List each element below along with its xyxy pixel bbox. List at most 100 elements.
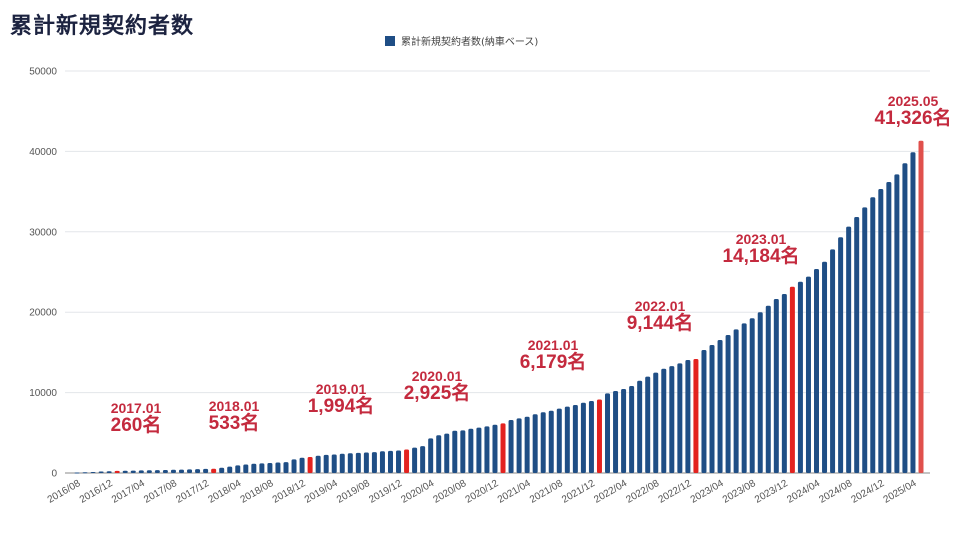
bar-2018-03 <box>227 466 233 473</box>
bar-2024-04 <box>814 269 820 473</box>
x-tick-label: 2022/08 <box>624 478 661 506</box>
annotation-2018: 2018.01 533名 <box>208 398 260 435</box>
annotation-date: 2021.01 <box>527 337 579 353</box>
annotation-value: 533名 <box>208 413 260 435</box>
bar-2022-02 <box>605 393 611 473</box>
bar-2025-01 <box>886 181 892 473</box>
y-tick-label: 10000 <box>29 388 57 399</box>
bar-2023-09 <box>757 312 763 473</box>
bar-2023-06 <box>733 329 739 473</box>
bar-2018-01 <box>211 468 217 473</box>
x-tick-label: 2017/12 <box>174 478 211 506</box>
bar-2024-06 <box>830 249 836 473</box>
annotation-2020: 2020.01 2,925名 <box>403 368 471 405</box>
annotation-value: 1,994名 <box>307 396 375 418</box>
chart-title: 累計新規契約者数 <box>10 14 195 39</box>
bar-2016-10 <box>90 471 96 473</box>
bar-2017-07 <box>162 469 168 473</box>
x-tick-label: 2023/08 <box>721 478 758 506</box>
bar-2021-11 <box>580 402 586 473</box>
bar-2023-03 <box>709 345 715 473</box>
bar-2022-08 <box>653 372 659 473</box>
annotation-2025: 2025.05 41,326名 <box>874 93 951 130</box>
bar-2022-10 <box>669 366 675 473</box>
bar-2020-02 <box>412 447 418 473</box>
annotation-value: 6,179名 <box>519 352 587 374</box>
bar-2023-01 <box>693 358 699 473</box>
x-tick-label: 2020/08 <box>432 478 469 506</box>
bar-2022-11 <box>677 363 683 473</box>
bar-2017-05 <box>146 470 152 473</box>
x-tick-label: 2022/04 <box>592 478 629 506</box>
bar-2025-03 <box>902 163 908 473</box>
bar-2016-08 <box>74 472 80 474</box>
annotation-value: 14,184名 <box>722 246 800 268</box>
bar-2024-12 <box>878 189 884 473</box>
annotation-date: 2020.01 <box>411 368 463 384</box>
bar-2018-09 <box>275 462 281 473</box>
x-tick-label: 2023/04 <box>689 478 726 506</box>
x-tick-label: 2017/08 <box>142 478 179 506</box>
x-tick-label: 2018/08 <box>239 478 276 506</box>
x-tick-label: 2025/04 <box>882 478 919 506</box>
y-tick-label: 20000 <box>29 308 57 319</box>
bar-2020-08 <box>460 430 466 473</box>
x-tick-label: 2019/08 <box>335 478 372 506</box>
bar-2025-04 <box>910 152 916 473</box>
bar-2022-05 <box>629 386 635 473</box>
annotation-date: 2023.01 <box>735 231 787 247</box>
bar-2017-12 <box>203 468 209 473</box>
bar-2019-10 <box>379 451 385 473</box>
annotation-date: 2017.01 <box>110 400 162 416</box>
bar-2024-09 <box>854 217 860 473</box>
bar-2019-02 <box>315 455 321 473</box>
bar-2021-10 <box>572 404 578 473</box>
bar-2021-08 <box>556 408 562 473</box>
bar-2020-03 <box>420 446 426 473</box>
x-tick-label: 2024/08 <box>817 478 854 506</box>
bar-2019-07 <box>355 452 361 473</box>
bar-2020-06 <box>444 433 450 473</box>
annotation-value: 9,144名 <box>626 313 694 335</box>
bar-2021-05 <box>532 414 538 473</box>
annotation-2021: 2021.01 6,179名 <box>519 337 587 374</box>
bar-2025-05 <box>918 140 924 473</box>
bar-2023-08 <box>749 318 755 473</box>
bar-2021-06 <box>540 412 546 473</box>
bar-2018-04 <box>235 465 241 473</box>
bar-2022-03 <box>613 390 619 473</box>
bar-2022-06 <box>637 380 643 473</box>
bar-2024-03 <box>805 276 811 473</box>
bar-2022-04 <box>621 388 627 473</box>
bar-2019-09 <box>371 452 377 473</box>
bar-2022-12 <box>685 360 691 473</box>
bar-2020-10 <box>476 427 482 473</box>
bar-2024-11 <box>870 197 876 473</box>
y-tick-label: 30000 <box>29 227 57 238</box>
bar-2016-12 <box>106 471 112 473</box>
x-tick-label: 2024/12 <box>849 478 886 506</box>
bar-2018-02 <box>219 467 225 473</box>
x-tick-label: 2019/12 <box>367 478 404 506</box>
bar-2017-10 <box>187 469 193 473</box>
bar-2023-12 <box>781 294 787 473</box>
bar-2018-08 <box>267 462 273 473</box>
annotation-value: 2,925名 <box>403 383 471 405</box>
bar-2024-05 <box>822 261 828 473</box>
bar-2018-07 <box>259 463 265 473</box>
annotation-2022: 2022.01 9,144名 <box>626 298 694 335</box>
annotation-2023: 2023.01 14,184名 <box>722 231 800 268</box>
x-tick-label: 2018/12 <box>271 478 308 506</box>
bar-2021-07 <box>548 410 554 473</box>
bar-2017-08 <box>170 469 176 473</box>
bar-2023-02 <box>701 349 707 473</box>
bar-2021-02 <box>508 420 514 473</box>
annotation-date: 2025.05 <box>887 93 939 109</box>
bar-2016-09 <box>82 472 88 474</box>
bar-2025-02 <box>894 174 900 473</box>
bar-2020-12 <box>492 424 498 473</box>
x-tick-label: 2018/04 <box>206 478 243 506</box>
bar-2022-07 <box>645 376 651 473</box>
bar-2017-09 <box>178 469 184 473</box>
